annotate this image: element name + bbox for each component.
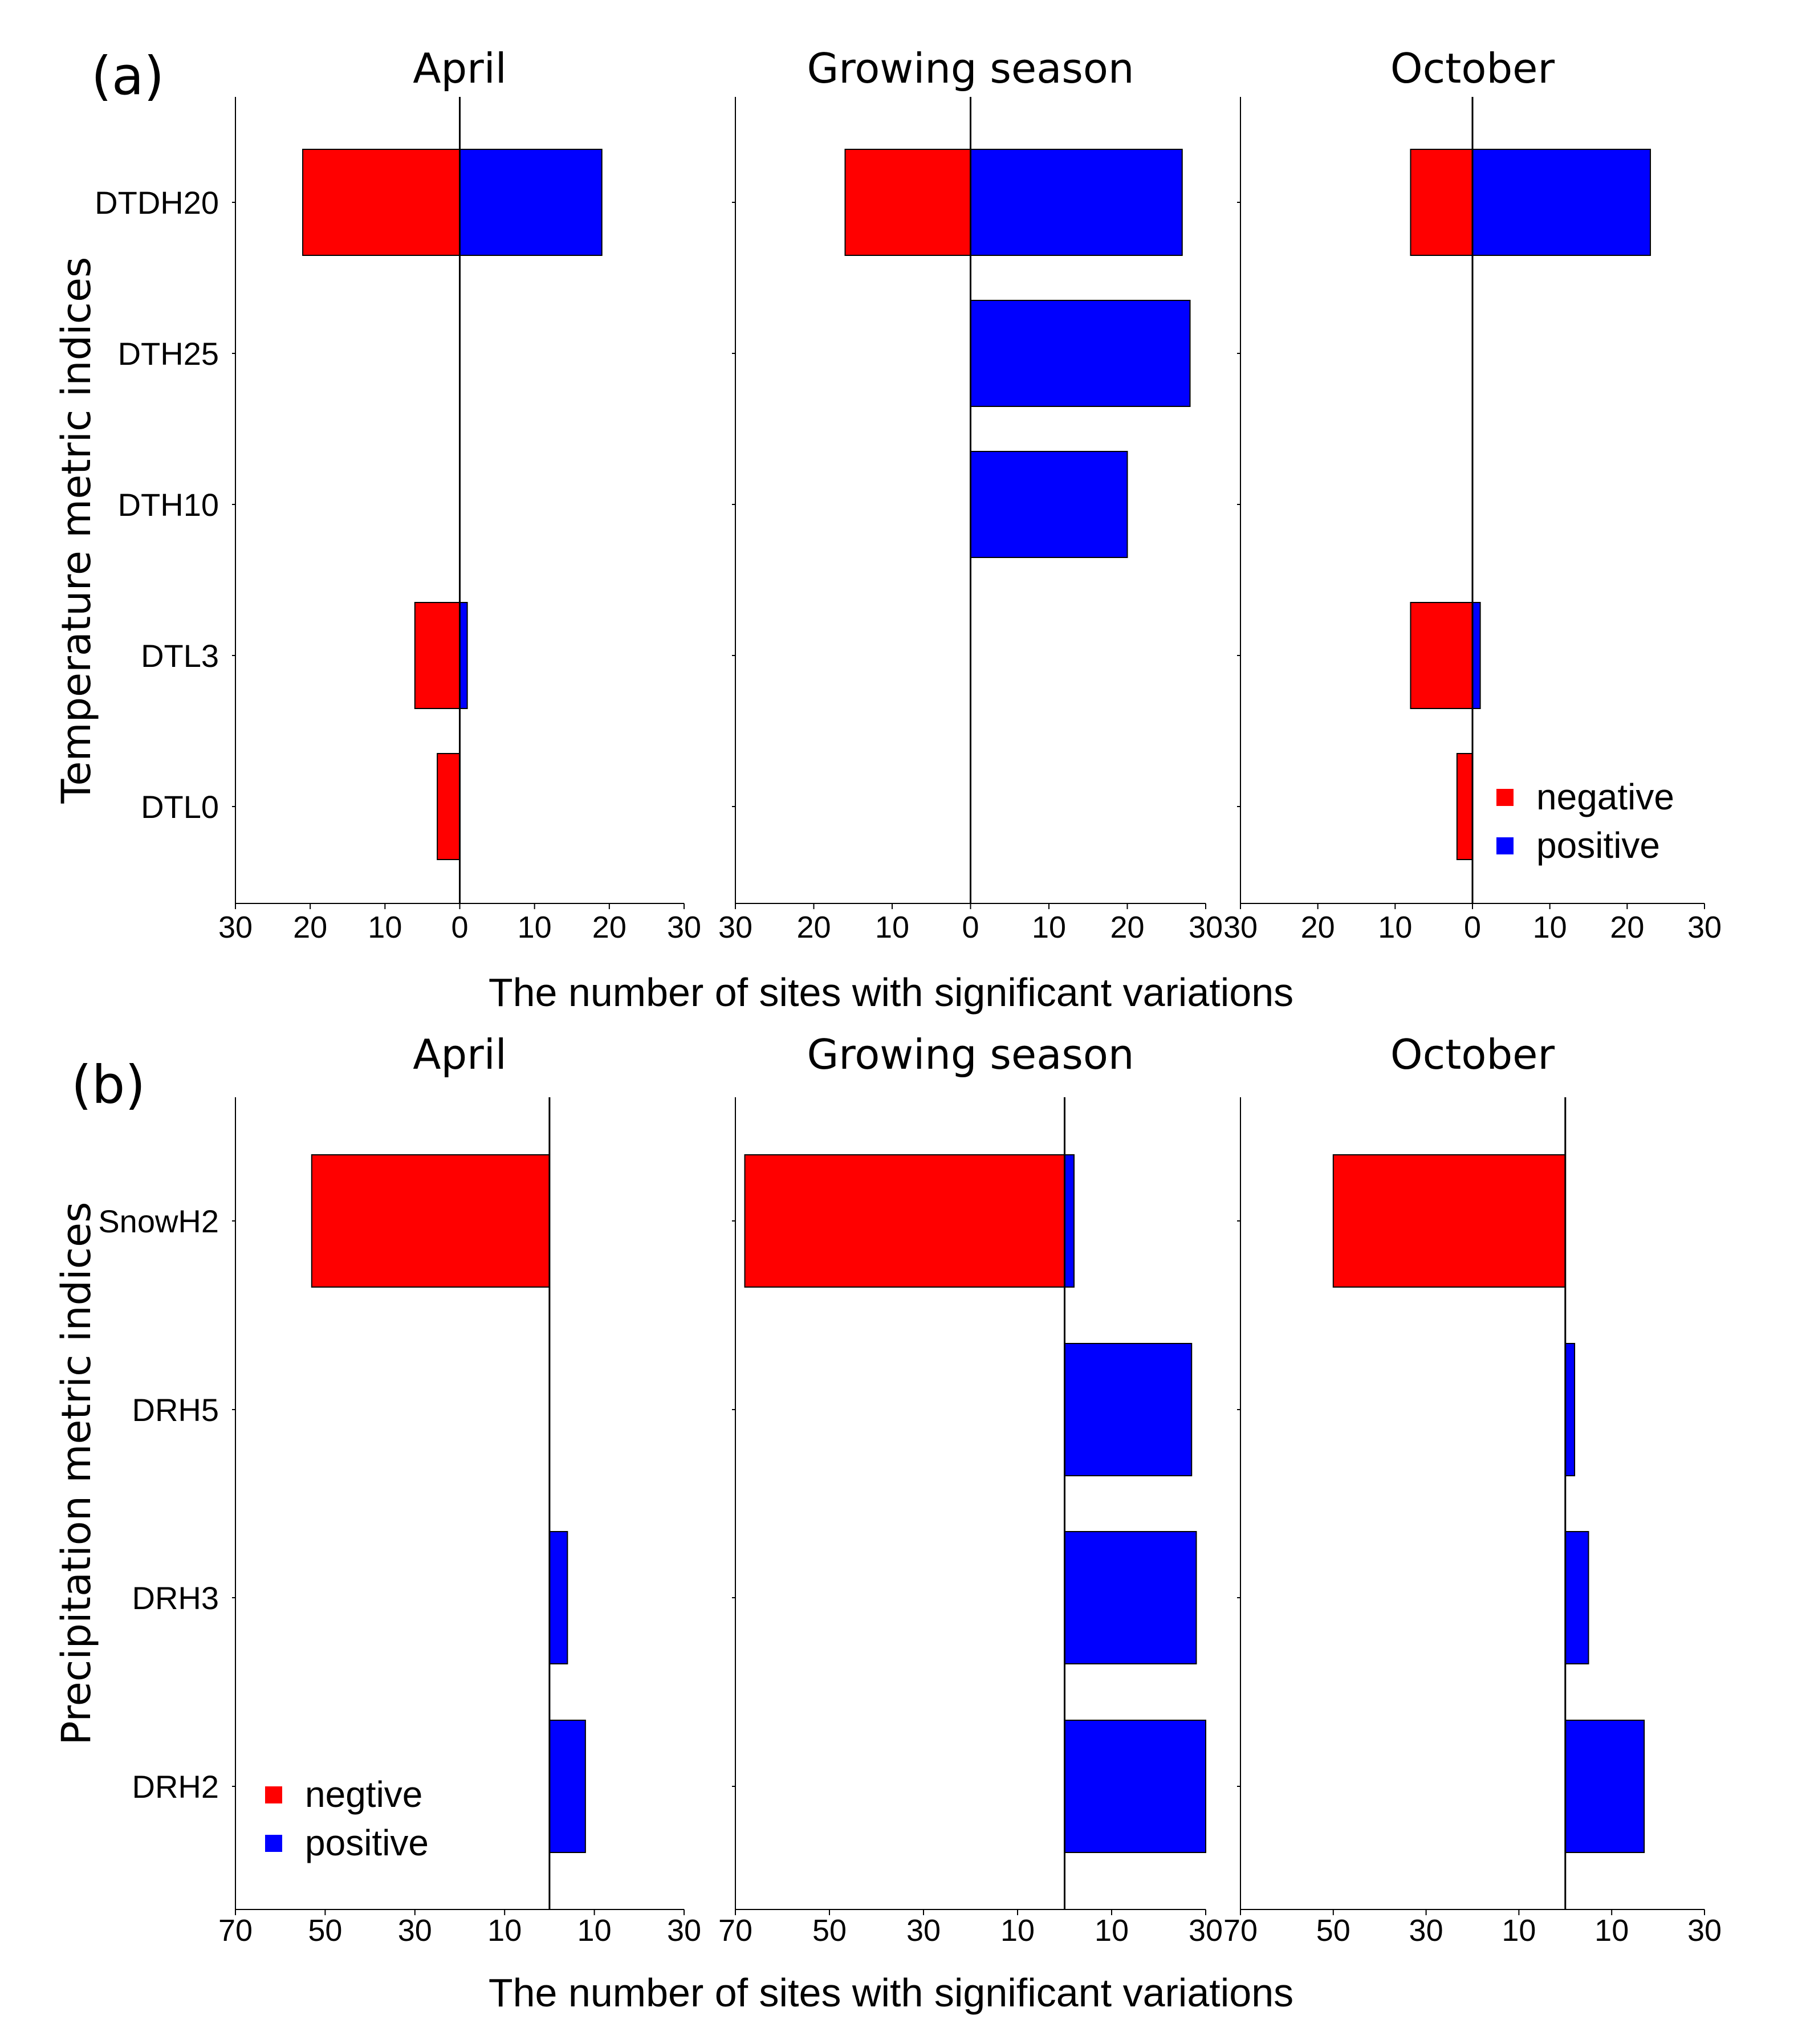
bar-positive — [970, 300, 1191, 407]
x-tick-label: 0 — [451, 910, 468, 944]
bar-positive — [1064, 1531, 1197, 1664]
subplot-title: October — [1390, 1031, 1555, 1078]
legend-label: negative — [1536, 776, 1674, 817]
x-tick-label: 10 — [875, 910, 909, 944]
x-tick-label: 30 — [218, 910, 253, 944]
x-tick-label: 20 — [1301, 910, 1335, 944]
category-label: DRH2 — [132, 1769, 219, 1805]
x-tick-label: 10 — [1533, 910, 1567, 944]
x-tick-label: 20 — [1110, 910, 1144, 944]
category-label: SnowH2 — [98, 1203, 219, 1239]
bar-negative — [1410, 602, 1473, 709]
bar-positive — [1064, 1154, 1075, 1288]
x-tick-label: 70 — [718, 1913, 752, 1948]
bar-negative — [414, 602, 461, 709]
x-tick-label: 0 — [1464, 910, 1481, 944]
bar-positive — [1564, 1531, 1589, 1664]
panel-b-xlabel: The number of sites with significant var… — [489, 1970, 1293, 2015]
x-tick-label: 10 — [487, 1913, 522, 1948]
x-tick-label: 50 — [308, 1913, 342, 1948]
bar-positive — [970, 451, 1128, 558]
bar-positive — [1564, 1343, 1576, 1476]
x-tick-label: 10 — [577, 1913, 612, 1948]
bar-negative — [437, 753, 461, 860]
category-label: DRH5 — [132, 1392, 219, 1428]
bar-negative — [1332, 1154, 1566, 1288]
x-tick-label: 10 — [1032, 910, 1066, 944]
x-tick-label: 30 — [1189, 910, 1223, 944]
bar-negative — [1410, 149, 1473, 256]
x-tick-label: 10 — [368, 910, 402, 944]
bar-positive — [1472, 602, 1481, 709]
x-tick-label: 20 — [1610, 910, 1644, 944]
legend-swatch-positive — [265, 1835, 282, 1852]
bar-positive — [459, 149, 603, 256]
x-tick-label: 10 — [1502, 1913, 1536, 1948]
x-tick-label: 30 — [1687, 1913, 1722, 1948]
bar-positive — [1472, 149, 1651, 256]
bar-negative — [744, 1154, 1065, 1288]
subplot-title: October — [1390, 44, 1555, 92]
category-label: DTH10 — [118, 487, 219, 523]
x-tick-label: 0 — [962, 910, 979, 944]
x-tick-label: 50 — [812, 1913, 847, 1948]
bar-positive — [548, 1720, 586, 1853]
panel-b-label: (b) — [71, 1054, 145, 1115]
x-tick-label: 30 — [1189, 1913, 1223, 1948]
subplot-title: Growing season — [807, 44, 1134, 92]
x-tick-label: 30 — [1409, 1913, 1443, 1948]
legend-swatch-positive — [1496, 837, 1514, 854]
panel-a-label: (a) — [91, 46, 164, 107]
bar-negative — [302, 149, 461, 256]
panel-b-ylabel: Precipitation metric indices — [53, 1202, 100, 1745]
category-label: DTDH20 — [95, 185, 219, 221]
x-tick-label: 70 — [1223, 1913, 1258, 1948]
bar-positive — [548, 1531, 568, 1664]
bar-positive — [1064, 1343, 1193, 1476]
x-tick-label: 30 — [906, 1913, 941, 1948]
x-tick-label: 10 — [1095, 1913, 1129, 1948]
bar-negative — [844, 149, 971, 256]
x-tick-label: 30 — [398, 1913, 432, 1948]
x-tick-label: 50 — [1316, 1913, 1350, 1948]
x-tick-label: 30 — [1687, 910, 1722, 944]
legend-label: positive — [305, 1822, 429, 1863]
legend-label: negtive — [305, 1774, 422, 1815]
x-tick-label: 30 — [1223, 910, 1258, 944]
legend-label: positive — [1536, 825, 1660, 866]
subplot-title: Growing season — [807, 1031, 1134, 1078]
legend-swatch-negative — [265, 1786, 282, 1803]
bar-positive — [1064, 1720, 1206, 1853]
category-label: DTH25 — [118, 336, 219, 372]
bar-negative — [1456, 753, 1474, 860]
bar-positive — [970, 149, 1183, 256]
x-tick-label: 20 — [796, 910, 831, 944]
x-tick-label: 20 — [293, 910, 327, 944]
chart-layer: DTDH20 DTH25 DTH10 DTL3 DTL0 April 30 20 10 0 10 20… — [95, 44, 1722, 1948]
category-label: DTL3 — [141, 638, 219, 674]
legend-swatch-negative — [1496, 789, 1514, 806]
x-tick-label: 30 — [667, 910, 701, 944]
category-label: DRH3 — [132, 1580, 219, 1616]
x-tick-label: 10 — [1378, 910, 1412, 944]
x-tick-label: 10 — [1594, 1913, 1629, 1948]
x-tick-label: 70 — [218, 1913, 253, 1948]
x-tick-label: 10 — [518, 910, 552, 944]
category-label: DTL0 — [141, 789, 219, 825]
bar-positive — [1564, 1720, 1645, 1853]
panel-a-xlabel: The number of sites with significant var… — [489, 970, 1293, 1015]
subplot-title: April — [413, 44, 507, 92]
subplot-title: April — [413, 1031, 507, 1078]
x-tick-label: 10 — [1000, 1913, 1035, 1948]
panel-a-ylabel: Temperature metric indices — [53, 256, 100, 804]
x-tick-label: 20 — [592, 910, 627, 944]
bar-negative — [311, 1154, 550, 1288]
x-tick-label: 30 — [667, 1913, 701, 1948]
bar-positive — [459, 602, 468, 709]
x-tick-label: 30 — [718, 910, 752, 944]
